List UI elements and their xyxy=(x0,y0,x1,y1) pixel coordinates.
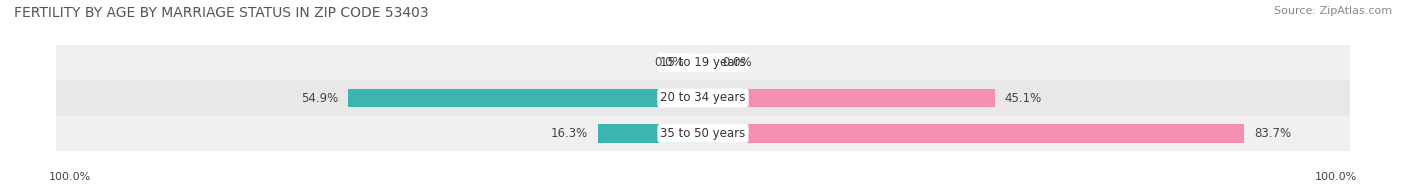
Bar xyxy=(703,124,1244,143)
Bar xyxy=(703,89,994,107)
Text: Source: ZipAtlas.com: Source: ZipAtlas.com xyxy=(1274,6,1392,16)
Text: 16.3%: 16.3% xyxy=(551,127,588,140)
Bar xyxy=(598,124,703,143)
Bar xyxy=(347,89,703,107)
Text: 15 to 19 years: 15 to 19 years xyxy=(661,56,745,69)
Text: 20 to 34 years: 20 to 34 years xyxy=(661,92,745,104)
Legend: Married, Unmarried: Married, Unmarried xyxy=(619,193,787,196)
Text: 54.9%: 54.9% xyxy=(301,92,339,104)
Text: 83.7%: 83.7% xyxy=(1254,127,1291,140)
Text: 0.0%: 0.0% xyxy=(654,56,683,69)
Text: 35 to 50 years: 35 to 50 years xyxy=(661,127,745,140)
Bar xyxy=(703,53,711,72)
Bar xyxy=(56,116,1350,151)
Text: FERTILITY BY AGE BY MARRIAGE STATUS IN ZIP CODE 53403: FERTILITY BY AGE BY MARRIAGE STATUS IN Z… xyxy=(14,6,429,20)
Bar xyxy=(56,45,1350,80)
Text: 100.0%: 100.0% xyxy=(49,172,91,182)
Bar xyxy=(695,53,703,72)
Text: 0.0%: 0.0% xyxy=(723,56,752,69)
Bar xyxy=(56,80,1350,116)
Text: 100.0%: 100.0% xyxy=(1315,172,1357,182)
Text: 45.1%: 45.1% xyxy=(1004,92,1042,104)
